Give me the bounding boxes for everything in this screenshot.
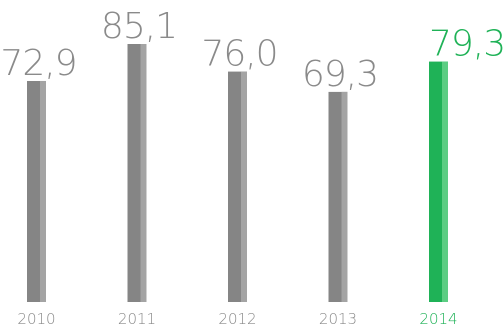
value-label-2013: 69,3 xyxy=(302,54,378,95)
tick-label-2011: 2011 xyxy=(118,310,156,328)
tick-label-2013: 2013 xyxy=(319,310,357,328)
value-label-2011: 85,1 xyxy=(101,6,177,47)
bar-shade-2012 xyxy=(241,71,247,303)
value-label-2010: 72,9 xyxy=(0,43,76,84)
bar-shade-2014 xyxy=(442,61,448,303)
bar-group-2012: 76,0 2012 xyxy=(201,34,278,328)
bar-shade-2010 xyxy=(40,80,46,302)
bar-shade-2013 xyxy=(341,91,348,302)
value-label-2014: 79,3 xyxy=(429,24,503,65)
bar-group-2011: 85,1 2011 xyxy=(101,6,178,328)
bar-shade-2011 xyxy=(140,44,147,302)
tick-label-2012: 2012 xyxy=(218,310,256,328)
value-label-2012: 76,0 xyxy=(201,34,277,75)
bar-group-2010: 72,9 2010 xyxy=(0,43,77,328)
bar-group-2014: 79,3 2014 xyxy=(419,24,503,328)
tick-label-2010: 2010 xyxy=(17,310,55,328)
bar-group-2013: 69,3 2013 xyxy=(302,54,379,328)
tick-label-2014: 2014 xyxy=(419,310,457,328)
